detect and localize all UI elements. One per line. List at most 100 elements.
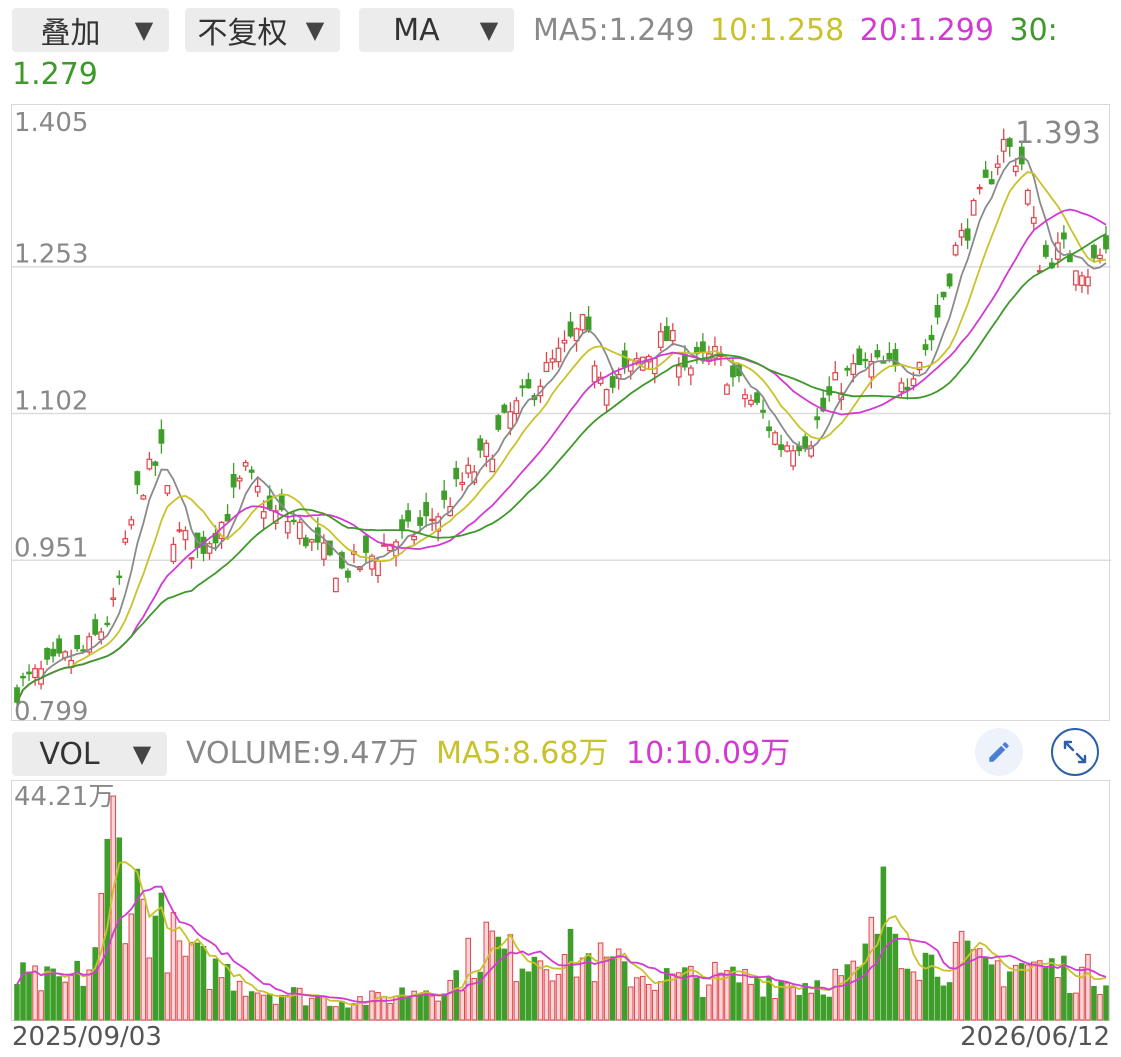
volume-bar [74, 960, 80, 1021]
volume-bar [1031, 961, 1037, 1021]
candle-body [146, 458, 153, 470]
volume-bar [754, 977, 760, 1021]
volume-legend-value: 9.47万 [321, 736, 419, 771]
candle-body [904, 386, 911, 391]
pencil-icon [989, 742, 1009, 762]
volume-bar [411, 990, 417, 1021]
candle-body [784, 445, 791, 452]
volume-bar [633, 977, 640, 1021]
candle-body [555, 347, 562, 363]
volume-bar [694, 977, 700, 1021]
volume-bar [874, 933, 881, 1021]
candle-body [302, 537, 309, 547]
price-adjust-dropdown[interactable]: 不复权 ▼ [185, 8, 340, 52]
overlay-dropdown-label: 叠加 [40, 16, 101, 51]
volume-bar [489, 930, 496, 1021]
overlay-dropdown[interactable]: 叠加 ▼ [12, 8, 169, 52]
candle-body [1024, 189, 1031, 205]
volume-bar [122, 943, 129, 1021]
candle-body [345, 570, 351, 578]
volume-indicator-dropdown[interactable]: VOL ▼ [12, 732, 167, 776]
volume-bar [369, 990, 375, 1021]
triangle-down-icon: ▼ [305, 16, 325, 44]
volume-bar [940, 985, 947, 1021]
candle-body [164, 484, 171, 494]
volume-bar [1037, 960, 1043, 1021]
volume-bar [110, 795, 117, 1021]
candle-body [399, 519, 405, 530]
volume-bar [724, 970, 730, 1021]
volume-bar [254, 992, 261, 1021]
volume-bar [50, 968, 56, 1021]
volume-bar [946, 982, 953, 1021]
fullscreen-button[interactable] [1051, 728, 1099, 776]
volume-toolbar: VOL ▼ VOLUME:9.47万 MA5:8.68万 10:10.09万 [0, 728, 1121, 778]
vol-ma10-legend-label: 10: [626, 736, 675, 771]
candle-body [964, 228, 971, 241]
volume-bar [657, 981, 664, 1021]
edit-indicator-button[interactable] [975, 728, 1023, 776]
volume-bar [525, 971, 532, 1021]
volume-bar [116, 837, 123, 1021]
volume-bar [844, 964, 851, 1021]
triangle-down-icon: ▼ [479, 16, 499, 44]
volume-bar [766, 977, 772, 1021]
candle-body [405, 510, 411, 522]
price-chart: 1.405 1.253 1.102 0.951 0.799 1.393 [12, 108, 1111, 722]
ma-legend: MA5:1.249 10:1.258 20:1.299 30: [533, 8, 1113, 54]
ma10-legend-value: 1.258 [758, 13, 845, 48]
volume-bar [958, 930, 965, 1021]
volume-bar [357, 996, 363, 1021]
candle-body [525, 379, 532, 389]
volume-bar [212, 958, 219, 1021]
candle-body [633, 358, 640, 362]
candle-body [489, 458, 496, 473]
candle-body [543, 361, 550, 373]
candle-body [1079, 275, 1085, 286]
candle-body [579, 314, 586, 331]
volume-bar [994, 960, 1001, 1021]
volume-bar [748, 983, 754, 1021]
price-chart-panel[interactable]: 1.405 1.253 1.102 0.951 0.799 1.393 [11, 104, 1111, 722]
volume-bar [676, 972, 682, 1021]
volume-bar [670, 973, 676, 1021]
volume-bar [272, 1003, 279, 1021]
volume-bar [549, 980, 556, 1021]
candle-body [1006, 138, 1013, 147]
volume-bar [718, 972, 724, 1021]
expand-arrows-icon [1063, 740, 1087, 764]
volume-bar [248, 991, 255, 1021]
candle-body [766, 426, 772, 432]
candle-body [140, 495, 147, 500]
candle-body [898, 382, 905, 393]
volume-bar [928, 954, 935, 1021]
candle-body [1085, 276, 1091, 287]
volume-bar [1079, 966, 1085, 1021]
volume-bar [501, 948, 508, 1021]
y-axis-tick-label: 0.951 [14, 533, 88, 563]
volume-bar [609, 956, 616, 1021]
candle-body [260, 511, 267, 519]
candle-body [284, 520, 291, 534]
volume-bar [820, 994, 827, 1021]
candle-body [158, 429, 165, 444]
candle-body [940, 291, 947, 298]
y-axis-tick-label: 0.799 [14, 697, 88, 722]
candle-body [417, 517, 423, 526]
volume-bar [573, 976, 580, 1021]
y-axis-tick-label: 1.102 [14, 387, 88, 417]
volume-bar [128, 913, 135, 1021]
candle-body [429, 518, 436, 522]
volume-bar [14, 983, 20, 1021]
volume-chart-panel[interactable]: 44.21万 [11, 780, 1110, 1021]
candle-body [591, 365, 598, 383]
candle-body [501, 404, 508, 413]
indicator-dropdown[interactable]: MA ▼ [359, 8, 514, 52]
candle-body [952, 244, 959, 256]
volume-bar [80, 985, 86, 1021]
volume-bar [790, 986, 796, 1021]
candle-body [182, 530, 189, 541]
volume-bar [152, 915, 159, 1021]
candle-body [459, 481, 466, 485]
volume-legend-label: VOLUME: [186, 736, 322, 771]
